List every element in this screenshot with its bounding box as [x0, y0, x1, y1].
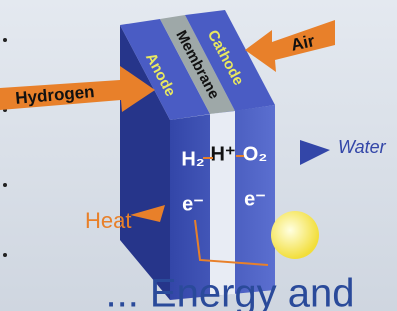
electron-label: e⁻	[182, 193, 204, 215]
page: Anode Membrane Cathode Hydrogen Air Wate…	[0, 0, 397, 311]
o2-label: O₂	[243, 143, 267, 165]
heat-label: Heat	[85, 208, 131, 233]
h2-label: H₂	[181, 148, 204, 170]
h-plus-label: H⁺	[211, 143, 236, 165]
light-bulb	[271, 211, 319, 259]
water-label: Water	[338, 137, 387, 157]
membrane-front	[210, 111, 235, 296]
diagram: Anode Membrane Cathode Hydrogen Air Wate…	[0, 0, 397, 311]
caption: ... Energy and	[105, 272, 354, 311]
electron-label: e⁻	[244, 188, 266, 210]
